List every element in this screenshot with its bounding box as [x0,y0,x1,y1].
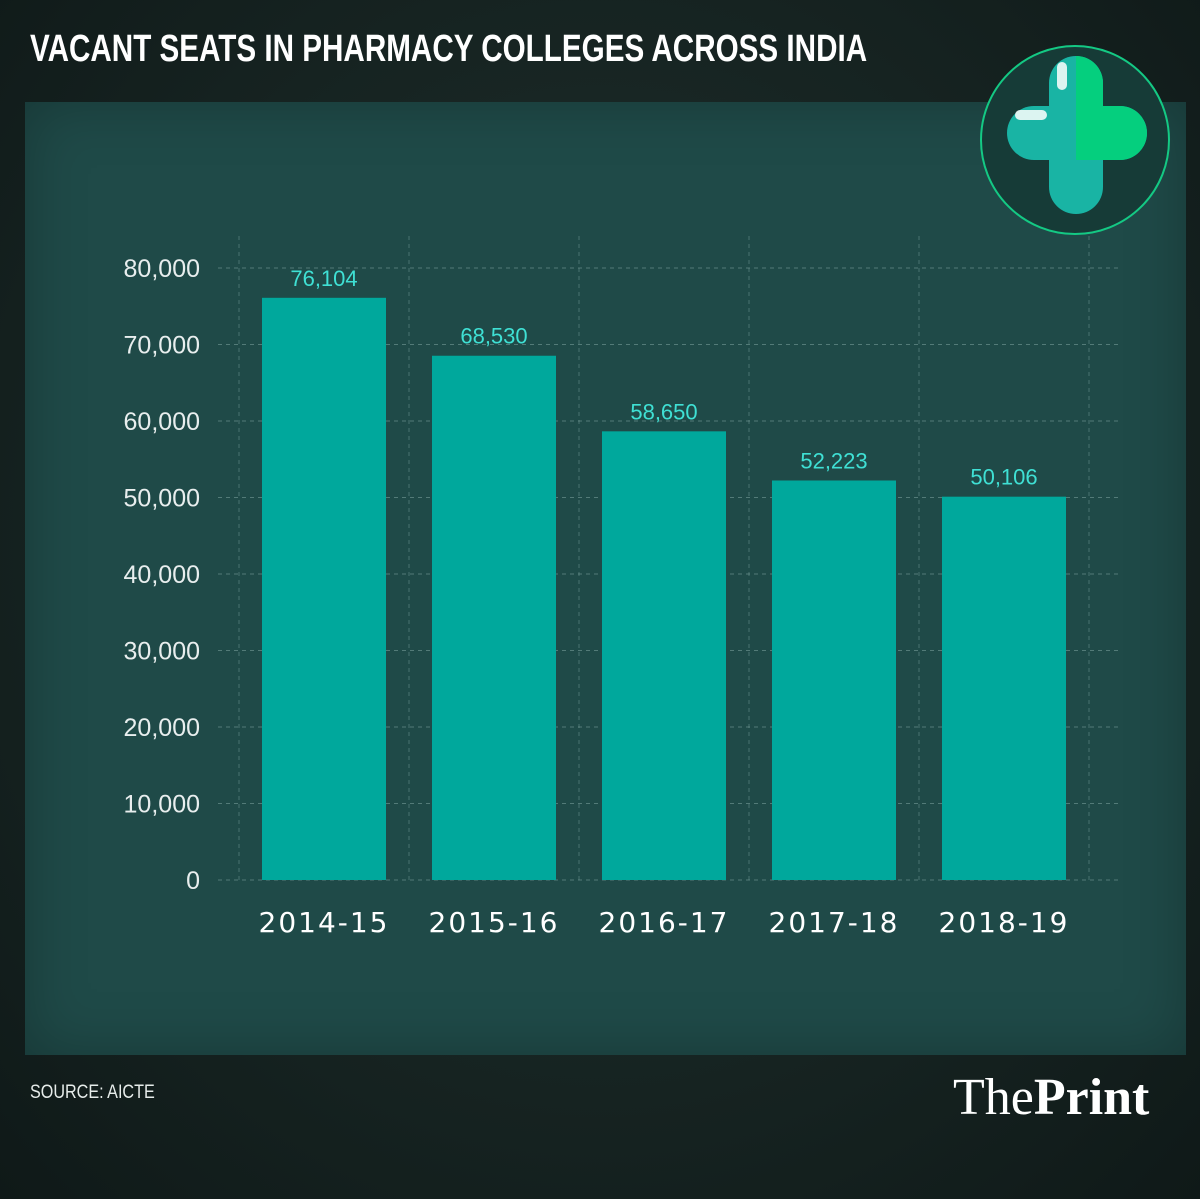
y-tick-label: 80,000 [124,255,200,283]
x-tick-label: 2015-16 [429,906,560,939]
data-label: 68,530 [460,324,527,349]
y-tick-label: 50,000 [124,485,200,513]
x-tick-label: 2014-15 [259,906,390,939]
y-tick-label: 70,000 [124,332,200,360]
medical-cross-icon [980,45,1170,235]
x-tick-label: 2017-18 [769,906,900,939]
x-axis-ticks: 2014-15 2015-16 2016-17 2017-18 2018-19 [259,906,1070,939]
chart-title: VACANT SEATS IN PHARMACY COLLEGES ACROSS… [30,28,868,70]
y-tick-label: 10,000 [124,791,200,819]
y-tick-label: 0 [186,867,200,895]
y-tick-label: 20,000 [124,714,200,742]
source-note: SOURCE: AICTE [30,1082,155,1103]
x-tick-label: 2018-19 [939,906,1070,939]
y-axis-ticks: 0 10,000 20,000 30,000 40,000 50,000 60,000 70,… [124,255,200,895]
x-tick-label: 2016-17 [599,906,730,939]
y-tick-label: 30,000 [124,638,200,666]
bar-2016-17 [602,431,726,880]
data-label: 58,650 [630,399,697,424]
bar-2017-18 [772,480,896,880]
data-label: 76,104 [290,266,357,291]
bar-2018-19 [942,496,1066,880]
brand-logo-part2: Print [1033,1069,1150,1126]
bar-2014-15 [262,297,386,880]
data-label: 50,106 [970,465,1037,490]
bar-2015-16 [432,355,556,881]
y-tick-label: 60,000 [124,408,200,436]
brand-logo: ThePrint [953,1072,1149,1124]
brand-logo-part1: The [953,1069,1034,1126]
y-tick-label: 40,000 [124,561,200,589]
bars: 76,104 68,530 58,650 52,223 50,106 [262,266,1066,881]
data-label: 52,223 [800,448,867,473]
